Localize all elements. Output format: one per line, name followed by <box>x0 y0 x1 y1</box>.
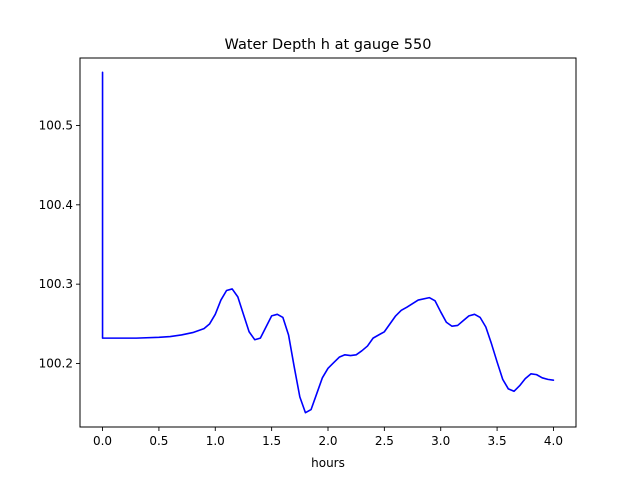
x-tick-label: 1.5 <box>262 434 281 448</box>
x-tick-label: 0.5 <box>149 434 168 448</box>
plot-layer <box>101 71 555 414</box>
y-tick-label: 100.5 <box>39 118 73 132</box>
x-tick-label: 2.0 <box>318 434 337 448</box>
x-tick-label: 1.0 <box>206 434 225 448</box>
axes-layer: 0.0 0.5 1.0 1.5 2.0 2.5 3.0 3.5 4.0 100.2 100.3 100… <box>39 57 577 448</box>
x-tick-label: 3.5 <box>488 434 507 448</box>
x-tick-label: 0.0 <box>93 434 112 448</box>
x-tick-label: 2.5 <box>375 434 394 448</box>
chart-title: Water Depth h at gauge 550 <box>225 37 432 53</box>
y-tick-label: 100.4 <box>39 198 73 212</box>
series-line-0 <box>101 71 555 414</box>
y-tick-label: 100.2 <box>39 357 73 371</box>
x-tick-label: 3.0 <box>431 434 450 448</box>
x-tick-label: 4.0 <box>544 434 563 448</box>
x-axis-title: hours <box>311 456 345 470</box>
y-tick-label: 100.3 <box>39 277 73 291</box>
